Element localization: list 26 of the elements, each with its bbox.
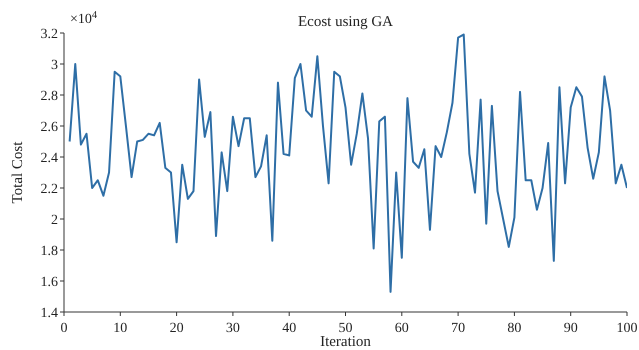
- x-tick-label: 100: [616, 321, 638, 336]
- x-tick-label: 20: [170, 321, 184, 336]
- y-tick-label: 2: [51, 212, 58, 228]
- x-axis-title: Iteration: [320, 334, 372, 350]
- x-tick-label: 80: [507, 321, 522, 336]
- x-tick-label: 30: [226, 321, 240, 336]
- y-axis-title: Total Cost: [10, 140, 26, 204]
- y-tick-label: 3: [51, 58, 58, 73]
- y-tick-label: 1.4: [40, 306, 58, 321]
- y-tick-label: 2.2: [40, 182, 58, 197]
- y-tick-label: 2.4: [40, 150, 58, 166]
- y-tick-label: 2.6: [40, 120, 58, 135]
- x-tick-label: 90: [564, 321, 578, 336]
- x-tick-label: 10: [113, 321, 128, 336]
- y-tick-label: 1.6: [40, 274, 58, 290]
- text: ×10$^{4}$: [70, 10, 98, 27]
- y-tick-label: 1.8: [40, 244, 58, 259]
- x-tick-label: 50: [338, 321, 352, 336]
- x-tick-label: 70: [451, 321, 466, 336]
- chart-title: Ecost using GA: [298, 14, 394, 30]
- x-tick-label: 60: [394, 321, 409, 336]
- x-tick-label: 0: [60, 321, 68, 336]
- line-series: [68, 34, 627, 293]
- y-tick-label: 2.8: [40, 88, 58, 104]
- x-tick-label: 40: [282, 321, 296, 336]
- y-tick-label: 3.2: [40, 26, 58, 42]
